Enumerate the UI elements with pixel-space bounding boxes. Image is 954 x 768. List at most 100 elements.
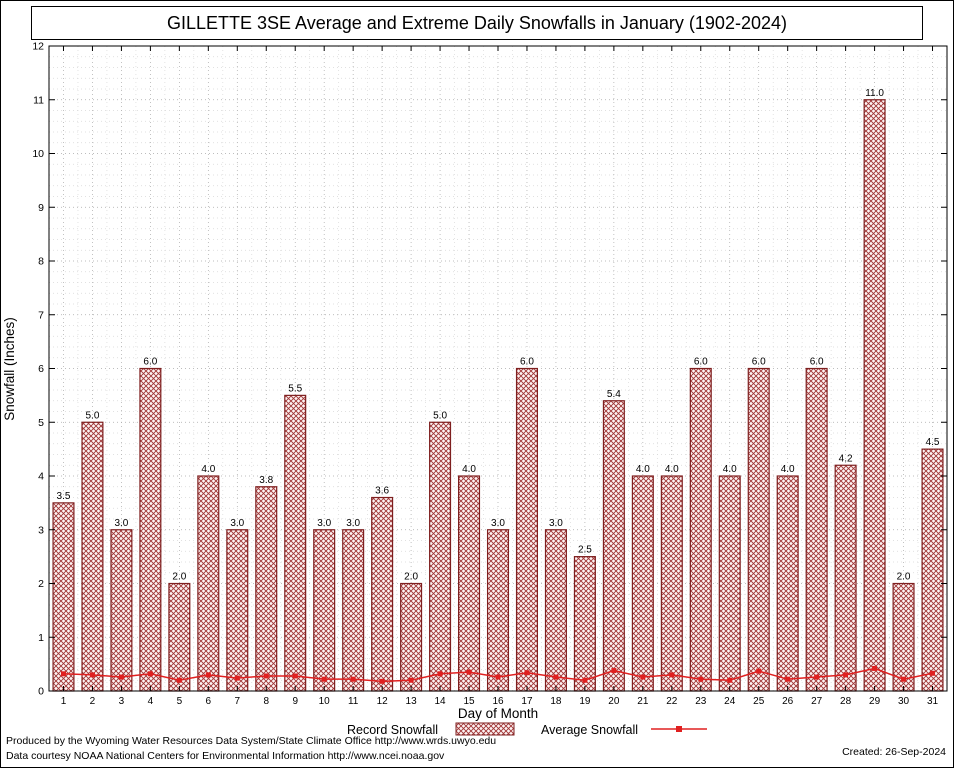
average-marker-day-11	[350, 676, 356, 682]
average-snowfall-line	[60, 665, 936, 684]
created-date: Created: 26-Sep-2024	[842, 746, 946, 758]
bar-value-label: 5.0	[433, 410, 447, 421]
bar-value-label: 4.0	[636, 464, 650, 475]
average-marker-day-31	[930, 670, 936, 676]
record-bar-day-21	[631, 475, 654, 692]
bar-value-label: 4.0	[781, 464, 795, 475]
record-bar-day-17	[515, 367, 538, 692]
footer-produced: Produced by the Wyoming Water Resources …	[6, 735, 497, 747]
bar-value-label: 4.2	[839, 453, 853, 464]
record-bar-day-14	[429, 421, 452, 692]
x-tick-label: 4	[148, 696, 154, 707]
x-tick-label: 21	[637, 696, 649, 707]
record-bar-day-31	[921, 448, 944, 692]
record-bar-day-11	[342, 529, 365, 692]
bar-value-label: 5.4	[607, 389, 621, 400]
record-bar-day-16	[486, 529, 510, 692]
bar-value-label: 3.0	[230, 518, 244, 529]
record-bar-day-5	[168, 582, 191, 692]
x-tick-label: 11	[348, 696, 359, 707]
record-bar-day-18	[544, 529, 567, 692]
bar-value-label: 3.0	[346, 518, 360, 529]
bar-value-label: 5.5	[288, 383, 302, 394]
average-marker-day-16	[495, 674, 501, 680]
legend-record-swatch	[455, 722, 515, 736]
legend-average-marker	[676, 726, 682, 732]
y-tick-label: 12	[32, 41, 44, 53]
average-marker-day-10	[321, 676, 327, 682]
x-tick-label: 14	[435, 696, 447, 707]
record-bar-day-2	[81, 421, 104, 692]
average-marker-day-1	[60, 671, 66, 677]
average-marker-day-18	[553, 674, 559, 680]
average-marker-day-3	[118, 674, 124, 680]
x-tick-label: 2	[90, 696, 96, 707]
record-bar-day-27	[805, 367, 828, 692]
bar-value-label: 3.8	[259, 475, 273, 486]
record-bar-day-13	[400, 582, 423, 692]
average-marker-day-20	[611, 668, 617, 674]
record-bar-day-4	[139, 367, 162, 692]
bar-value-label: 3.5	[57, 491, 71, 502]
average-marker-day-23	[698, 676, 704, 682]
average-marker-day-5	[176, 677, 182, 683]
average-marker-day-12	[379, 678, 385, 684]
average-marker-day-28	[843, 672, 849, 678]
x-tick-label: 24	[724, 696, 736, 707]
average-marker-day-14	[437, 671, 443, 677]
record-bar-day-12	[371, 496, 394, 692]
x-tick-label: 30	[898, 696, 910, 707]
y-tick-label: 10	[32, 148, 44, 160]
record-bar-day-23	[689, 367, 712, 692]
record-bar-day-29	[863, 99, 886, 692]
average-marker-day-29	[872, 665, 878, 671]
x-tick-label: 7	[235, 696, 241, 707]
bar-value-label: 2.5	[578, 545, 592, 556]
y-tick-label: 11	[33, 94, 44, 106]
record-bar-day-10	[313, 529, 336, 692]
x-tick-label: 29	[869, 696, 881, 707]
record-snowfall-bars: 3.5 5.0 3.0 6.0 2.0 4.0 3.0 3.8 5.5 3.0 3.0 3.6 2.0 5…	[52, 88, 944, 692]
record-bar-day-7	[226, 529, 249, 692]
record-bar-day-9	[284, 394, 307, 692]
y-tick-label: 5	[38, 417, 44, 429]
average-marker-day-25	[756, 668, 762, 674]
bar-value-label: 6.0	[143, 357, 157, 368]
record-bar-day-15	[458, 475, 481, 692]
y-tick-label: 7	[38, 309, 44, 321]
x-axis-title: Day of Month	[458, 706, 538, 721]
x-tick-label: 8	[263, 696, 269, 707]
average-marker-day-19	[582, 677, 588, 683]
x-tick-label: 17	[521, 696, 533, 707]
average-marker-day-15	[466, 669, 472, 675]
bar-value-label: 5.0	[85, 410, 99, 421]
bar-value-label: 3.0	[549, 518, 563, 529]
average-marker-day-9	[292, 673, 298, 679]
bar-value-label: 3.6	[375, 486, 389, 497]
chart-title: GILLETTE 3SE Average and Extreme Daily S…	[167, 12, 787, 33]
record-bar-day-26	[776, 475, 799, 692]
average-marker-day-24	[727, 677, 733, 683]
x-tick-label: 5	[177, 696, 183, 707]
bar-value-label: 6.0	[752, 357, 766, 368]
bar-value-label: 6.0	[520, 357, 534, 368]
bar-value-label: 4.0	[462, 464, 476, 475]
footer-data-courtesy: Data courtesy NOAA National Centers for …	[6, 750, 445, 762]
bar-value-label: 11.0	[865, 88, 884, 99]
x-tick-label: 19	[579, 696, 591, 707]
bar-value-label: 4.0	[665, 464, 679, 475]
x-tick-label: 18	[550, 696, 562, 707]
record-bar-day-3	[110, 529, 133, 692]
bar-value-label: 3.0	[491, 518, 505, 529]
y-axis-title: Snowfall (Inches)	[2, 317, 17, 421]
bar-value-label: 2.0	[404, 572, 418, 583]
x-tick-label: 20	[608, 696, 620, 707]
legend: Record Snowfall Average Snowfall	[347, 722, 707, 737]
y-tick-label: 3	[38, 524, 44, 536]
bar-value-label: 3.0	[114, 518, 128, 529]
y-tick-label: 2	[38, 578, 44, 590]
legend-record-label: Record Snowfall	[347, 723, 438, 737]
